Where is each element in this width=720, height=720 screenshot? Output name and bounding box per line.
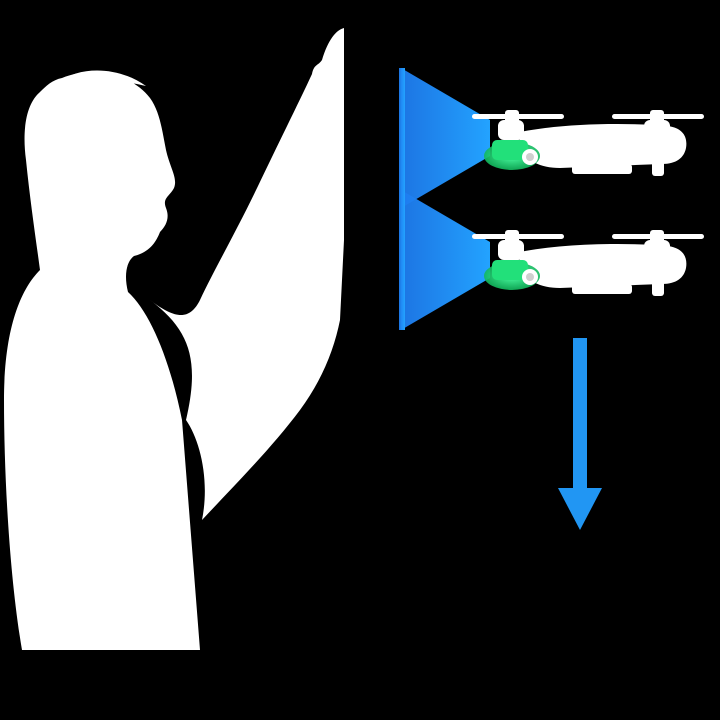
person-hair	[58, 70, 146, 86]
person-body	[4, 72, 200, 651]
beam-edge	[399, 68, 405, 330]
drone-body	[520, 124, 687, 168]
drone-icon	[472, 110, 704, 176]
drone-group	[472, 110, 704, 296]
drone-leg	[652, 270, 664, 296]
raised-arm-icon	[150, 28, 344, 520]
drone-leg	[652, 150, 664, 176]
drone-underside	[572, 284, 632, 294]
down-arrow-shaft	[573, 338, 587, 494]
drone-sensor	[492, 260, 528, 280]
drone-body	[520, 244, 687, 288]
down-arrow-icon	[558, 338, 602, 530]
person-arm	[150, 28, 344, 520]
drone-sensor	[492, 140, 528, 160]
sensor-beams	[399, 68, 490, 330]
drone-icon	[472, 230, 704, 296]
drone-motor	[498, 240, 524, 260]
drone-motor	[498, 120, 524, 140]
drone-camera-lens	[526, 273, 534, 281]
down-arrow-head	[558, 488, 602, 530]
drone-underside	[572, 164, 632, 174]
sensor-beam-top	[401, 68, 490, 208]
sensor-beam-bottom	[401, 190, 490, 330]
drone-camera-lens	[526, 153, 534, 161]
person-silhouette-icon	[4, 70, 200, 651]
